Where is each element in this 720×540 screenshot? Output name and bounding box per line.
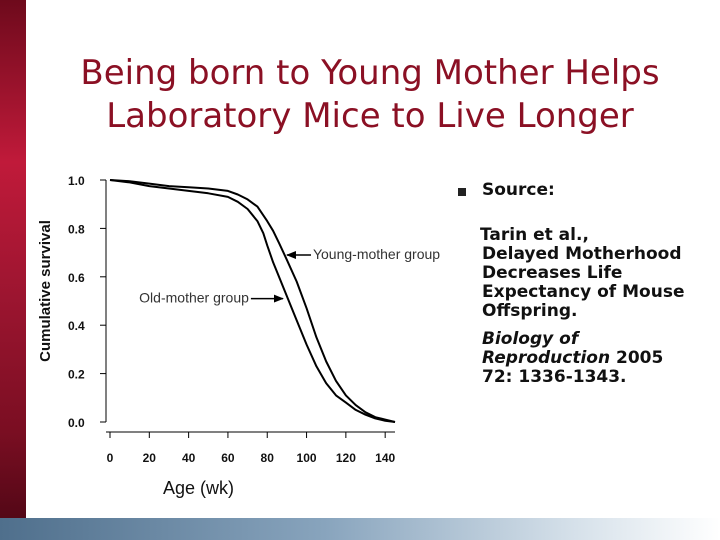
slide-title: Being born to Young Mother Helps Laborat… bbox=[40, 52, 700, 138]
y-tick-label: 0.6 bbox=[68, 271, 85, 285]
x-tick-label: 20 bbox=[143, 451, 157, 465]
y-tick-label: 0.0 bbox=[68, 416, 85, 430]
y-axis: 1.0 0.8 0.6 0.4 0.2 0.0 bbox=[68, 174, 106, 430]
y-tick-label: 0.2 bbox=[68, 368, 85, 382]
citation-year: 2005 bbox=[616, 348, 664, 368]
citation-journal-line-1: Biology of bbox=[482, 329, 579, 349]
young-mother-label: Young-mother group bbox=[313, 246, 440, 262]
x-tick-label: 0 bbox=[107, 451, 114, 465]
source-heading: Source: bbox=[482, 180, 555, 200]
citation-article-line-2: Decreases Life bbox=[482, 263, 623, 283]
x-axis: 0 20 40 60 80 100 120 140 bbox=[106, 431, 396, 465]
title-line-2: Laboratory Mice to Live Longer bbox=[106, 96, 634, 136]
y-axis-label: Cumulative survival bbox=[37, 220, 54, 362]
x-tick-label: 100 bbox=[297, 451, 317, 465]
citation-article-line-1: Delayed Motherhood bbox=[482, 244, 682, 264]
citation-volume-pages: 72: 1336-1343. bbox=[482, 367, 627, 387]
citation-article-line-3: Expectancy of Mouse bbox=[482, 282, 685, 302]
left-accent-bar bbox=[0, 0, 26, 540]
series-layer bbox=[109, 179, 396, 423]
y-tick-label: 0.8 bbox=[68, 222, 85, 236]
y-tick-label: 1.0 bbox=[68, 174, 85, 188]
citation-authors: Tarin et al., bbox=[480, 225, 589, 245]
source-bullet bbox=[458, 188, 466, 196]
x-tick-label: 60 bbox=[221, 451, 235, 465]
citation-journal-line-2: Reproduction bbox=[482, 348, 611, 368]
x-tick-label: 40 bbox=[182, 451, 196, 465]
y-tick-label: 0.4 bbox=[68, 319, 85, 333]
x-axis-label: Age (wk) bbox=[163, 478, 234, 498]
survival-chart: Cumulative survival 1.0 0.8 0.6 0.4 0.2 0.0 0… bbox=[37, 174, 440, 498]
source-citation: Tarin et al., Delayed Motherhood Decreas… bbox=[480, 225, 712, 387]
citation-article-line-4: Offspring. bbox=[482, 301, 578, 321]
x-tick-label: 80 bbox=[261, 451, 275, 465]
x-tick-label: 140 bbox=[375, 451, 395, 465]
bottom-gradient-bar bbox=[0, 518, 720, 540]
series-line-young-mother bbox=[109, 179, 396, 423]
series-line-old-mother bbox=[109, 179, 396, 423]
annotations: Young-mother group Old-mother group bbox=[139, 246, 440, 306]
old-mother-label: Old-mother group bbox=[139, 290, 249, 306]
x-tick-label: 120 bbox=[336, 451, 356, 465]
title-line-1: Being born to Young Mother Helps bbox=[80, 53, 660, 93]
